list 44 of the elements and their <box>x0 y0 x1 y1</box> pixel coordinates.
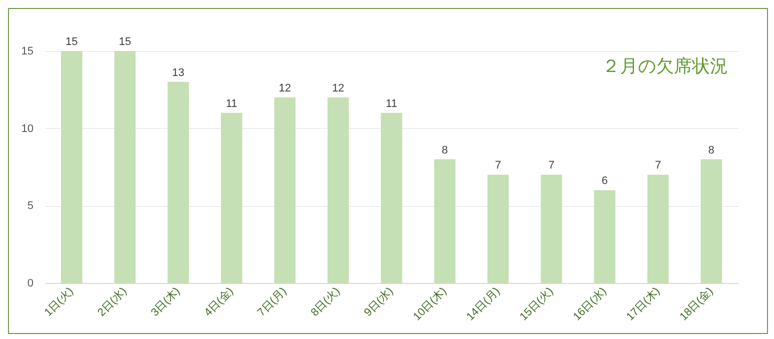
x-tick-label: 10日(木) <box>410 284 450 324</box>
bar <box>114 51 136 283</box>
bar <box>700 159 722 283</box>
x-tick-label: 16日(水) <box>570 284 609 324</box>
data-label: 11 <box>386 98 398 110</box>
bar <box>647 174 669 283</box>
data-label: 8 <box>442 144 448 156</box>
bar <box>60 51 82 283</box>
x-tick-label: 18日(金) <box>678 285 716 324</box>
bar <box>328 97 349 283</box>
x-tick-label: 1日(火) <box>42 284 76 319</box>
data-label: 7 <box>495 160 502 172</box>
data-label: 12 <box>278 82 292 94</box>
y-tick-label: 5 <box>27 200 34 212</box>
bar <box>434 159 456 283</box>
x-tick-label: 3日(木) <box>148 284 183 319</box>
x-tick-label: 7日(月) <box>256 285 290 319</box>
x-tick-label: 9日(水) <box>361 284 396 319</box>
data-label: 12 <box>332 82 344 94</box>
x-tick-label: 15日(火) <box>517 284 556 324</box>
data-label: 7 <box>548 160 554 172</box>
data-label: 8 <box>708 144 714 156</box>
bar <box>487 174 509 283</box>
data-label: 6 <box>602 175 608 188</box>
bar <box>594 190 616 283</box>
bar <box>220 112 242 283</box>
x-tick-label: 2日(水) <box>94 284 130 319</box>
x-tick-label: 4日(金) <box>202 285 236 319</box>
y-tick-label: 15 <box>21 46 34 58</box>
x-tick-label: 8日(火) <box>308 284 342 319</box>
y-tick-label: 10 <box>21 122 34 135</box>
x-tick-label: 17日(木) <box>624 284 662 324</box>
bar <box>274 97 296 283</box>
bar <box>168 82 189 283</box>
data-label: 13 <box>172 66 184 79</box>
bar <box>540 174 562 283</box>
data-label: 15 <box>118 36 132 48</box>
x-tick-label: 14日(月) <box>464 285 502 324</box>
bar <box>380 112 402 283</box>
y-tick-label: 0 <box>27 278 34 290</box>
data-label: 15 <box>66 36 78 48</box>
data-label: 11 <box>226 98 238 110</box>
chart-title: ２月の欠席状況 <box>602 56 728 76</box>
data-label: 7 <box>654 160 662 172</box>
